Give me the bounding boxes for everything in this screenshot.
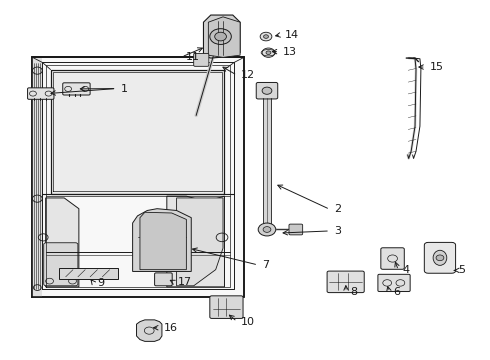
Polygon shape xyxy=(32,57,42,297)
Text: 4: 4 xyxy=(402,265,410,275)
FancyBboxPatch shape xyxy=(194,53,209,66)
FancyBboxPatch shape xyxy=(378,274,410,292)
Polygon shape xyxy=(50,69,224,194)
Circle shape xyxy=(262,48,275,57)
Polygon shape xyxy=(32,57,244,297)
Circle shape xyxy=(436,255,444,261)
Polygon shape xyxy=(46,198,79,287)
Ellipse shape xyxy=(433,250,447,265)
Text: 10: 10 xyxy=(241,317,255,327)
Text: 6: 6 xyxy=(393,287,400,297)
Text: 12: 12 xyxy=(241,70,255,80)
FancyBboxPatch shape xyxy=(63,83,90,95)
FancyBboxPatch shape xyxy=(44,243,78,286)
Circle shape xyxy=(262,87,272,94)
FancyBboxPatch shape xyxy=(381,248,404,269)
FancyBboxPatch shape xyxy=(327,271,364,293)
Text: 17: 17 xyxy=(178,277,192,287)
Polygon shape xyxy=(140,212,186,270)
Text: 2: 2 xyxy=(334,204,341,215)
Text: 16: 16 xyxy=(163,323,177,333)
FancyBboxPatch shape xyxy=(27,88,54,99)
Polygon shape xyxy=(203,15,240,58)
Polygon shape xyxy=(167,196,224,287)
Text: 5: 5 xyxy=(459,265,466,275)
Circle shape xyxy=(263,226,271,232)
Text: 9: 9 xyxy=(98,278,104,288)
Text: 15: 15 xyxy=(430,62,444,72)
Circle shape xyxy=(266,51,271,54)
FancyBboxPatch shape xyxy=(155,273,172,286)
FancyBboxPatch shape xyxy=(289,224,303,235)
Circle shape xyxy=(258,223,276,236)
Polygon shape xyxy=(133,209,191,271)
Text: 13: 13 xyxy=(283,46,297,57)
Circle shape xyxy=(264,35,269,39)
Text: 7: 7 xyxy=(262,260,269,270)
Circle shape xyxy=(215,32,226,41)
FancyBboxPatch shape xyxy=(210,296,243,319)
FancyBboxPatch shape xyxy=(424,242,456,273)
Text: 8: 8 xyxy=(350,287,357,297)
Polygon shape xyxy=(59,268,118,279)
Polygon shape xyxy=(176,198,223,286)
Text: 14: 14 xyxy=(285,30,299,40)
Circle shape xyxy=(260,32,272,41)
Polygon shape xyxy=(208,17,240,57)
Polygon shape xyxy=(137,320,162,341)
Circle shape xyxy=(210,29,231,44)
Text: 1: 1 xyxy=(121,84,127,94)
FancyBboxPatch shape xyxy=(256,82,278,99)
Text: 3: 3 xyxy=(334,226,341,236)
Text: 11: 11 xyxy=(185,52,199,62)
